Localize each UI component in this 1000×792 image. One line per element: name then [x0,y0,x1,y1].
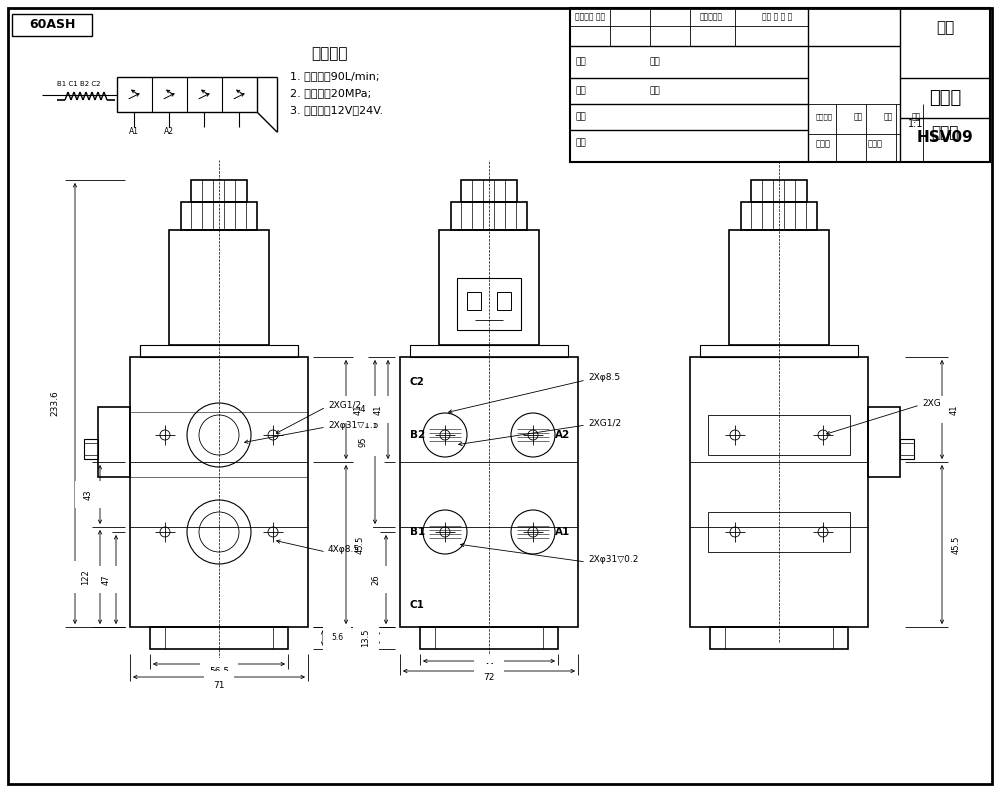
Text: 装配图: 装配图 [929,89,961,107]
Text: 47: 47 [102,574,110,584]
Text: 更改文件号: 更改文件号 [700,13,723,21]
Bar [420,627,558,649]
Text: B2: B2 [410,430,425,440]
Bar [690,357,868,627]
Bar [708,415,850,455]
Text: 13.5: 13.5 [362,629,370,647]
Text: 共　页: 共 页 [816,139,831,148]
Text: 校对: 校对 [575,112,586,121]
Text: 41: 41 [354,404,362,415]
Text: 数量: 数量 [853,112,863,121]
Text: 1:1: 1:1 [908,119,924,129]
Text: 制图: 制图 [575,86,586,96]
Text: A1: A1 [555,527,570,537]
Bar [467,292,481,310]
Text: 26: 26 [372,574,380,584]
Text: 2XG1/2: 2XG1/2 [328,401,361,409]
Bar [117,77,257,112]
Bar [729,230,829,345]
Text: 第　页: 第 页 [868,139,883,148]
Text: 56.5: 56.5 [209,668,229,676]
Text: 3. 控制电压12V或24V.: 3. 控制电压12V或24V. [290,105,383,115]
Bar [98,407,130,477]
Bar [700,345,858,357]
Text: 工艺: 工艺 [650,58,661,67]
Text: A1: A1 [129,128,139,136]
Text: 4Xφ8.5: 4Xφ8.5 [328,546,360,554]
Text: 设计: 设计 [575,58,586,67]
Bar [868,407,900,477]
Bar [410,345,568,357]
Text: 45.5: 45.5 [356,535,364,554]
Bar [708,512,850,552]
Text: 审核: 审核 [575,139,586,147]
Text: 选流阀: 选流阀 [931,125,959,140]
Text: 质量: 质量 [883,112,893,121]
Text: 签名 年 月 日: 签名 年 月 日 [762,13,792,21]
Text: 技术参数: 技术参数 [312,47,348,62]
Text: 2Xφ31▽1.5: 2Xφ31▽1.5 [328,421,378,429]
Text: 60ASH: 60ASH [29,18,75,32]
Bar [439,230,539,345]
Text: 1. 最大流量90L/min;: 1. 最大流量90L/min; [290,71,380,81]
Bar [181,202,257,230]
Text: 71: 71 [213,680,225,690]
Text: C2: C2 [410,377,425,387]
Bar [12,14,92,36]
Bar [497,292,511,310]
Text: HSV09: HSV09 [917,130,973,144]
Text: 44: 44 [483,664,495,672]
Bar [169,230,269,345]
Text: 2Xφ31▽0.2: 2Xφ31▽0.2 [588,555,638,565]
Text: 2XG1/2: 2XG1/2 [922,398,955,408]
Text: 41: 41 [950,404,958,415]
Text: 审批标记: 审批标记 [816,114,833,120]
Bar [751,180,807,202]
Text: 椎林: 椎林 [936,21,954,36]
Text: 比例: 比例 [911,112,921,121]
Text: 233.6: 233.6 [50,390,60,417]
Bar [457,278,521,330]
Text: 标识级别 分区: 标识级别 分区 [575,13,605,21]
Text: C1: C1 [410,600,425,610]
Bar [84,439,98,459]
Bar [140,345,298,357]
Text: 2. 最大压力20MPa;: 2. 最大压力20MPa; [290,88,371,98]
Text: 41: 41 [374,404,382,415]
Text: 2Xφ8.5: 2Xφ8.5 [588,374,620,383]
Bar [461,180,517,202]
Text: B1 C1 B2 C2: B1 C1 B2 C2 [57,81,100,87]
Bar [741,202,817,230]
Bar [191,180,247,202]
Text: A2: A2 [555,430,570,440]
Text: 5.6: 5.6 [331,634,343,642]
Text: 43: 43 [84,489,92,500]
Text: 2XG1/2: 2XG1/2 [588,418,621,428]
Bar [570,8,990,162]
Text: 描图: 描图 [650,86,661,96]
Bar [130,357,308,627]
Bar [451,202,527,230]
Text: 95: 95 [358,436,368,447]
Bar [900,439,914,459]
Text: 45.5: 45.5 [952,535,960,554]
Bar [150,627,288,649]
Text: 122: 122 [82,569,90,584]
Bar [710,627,848,649]
Text: 72: 72 [483,673,495,683]
Text: A2: A2 [164,128,174,136]
Text: B1: B1 [410,527,425,537]
Text: 41: 41 [360,406,371,414]
Bar [400,357,578,627]
